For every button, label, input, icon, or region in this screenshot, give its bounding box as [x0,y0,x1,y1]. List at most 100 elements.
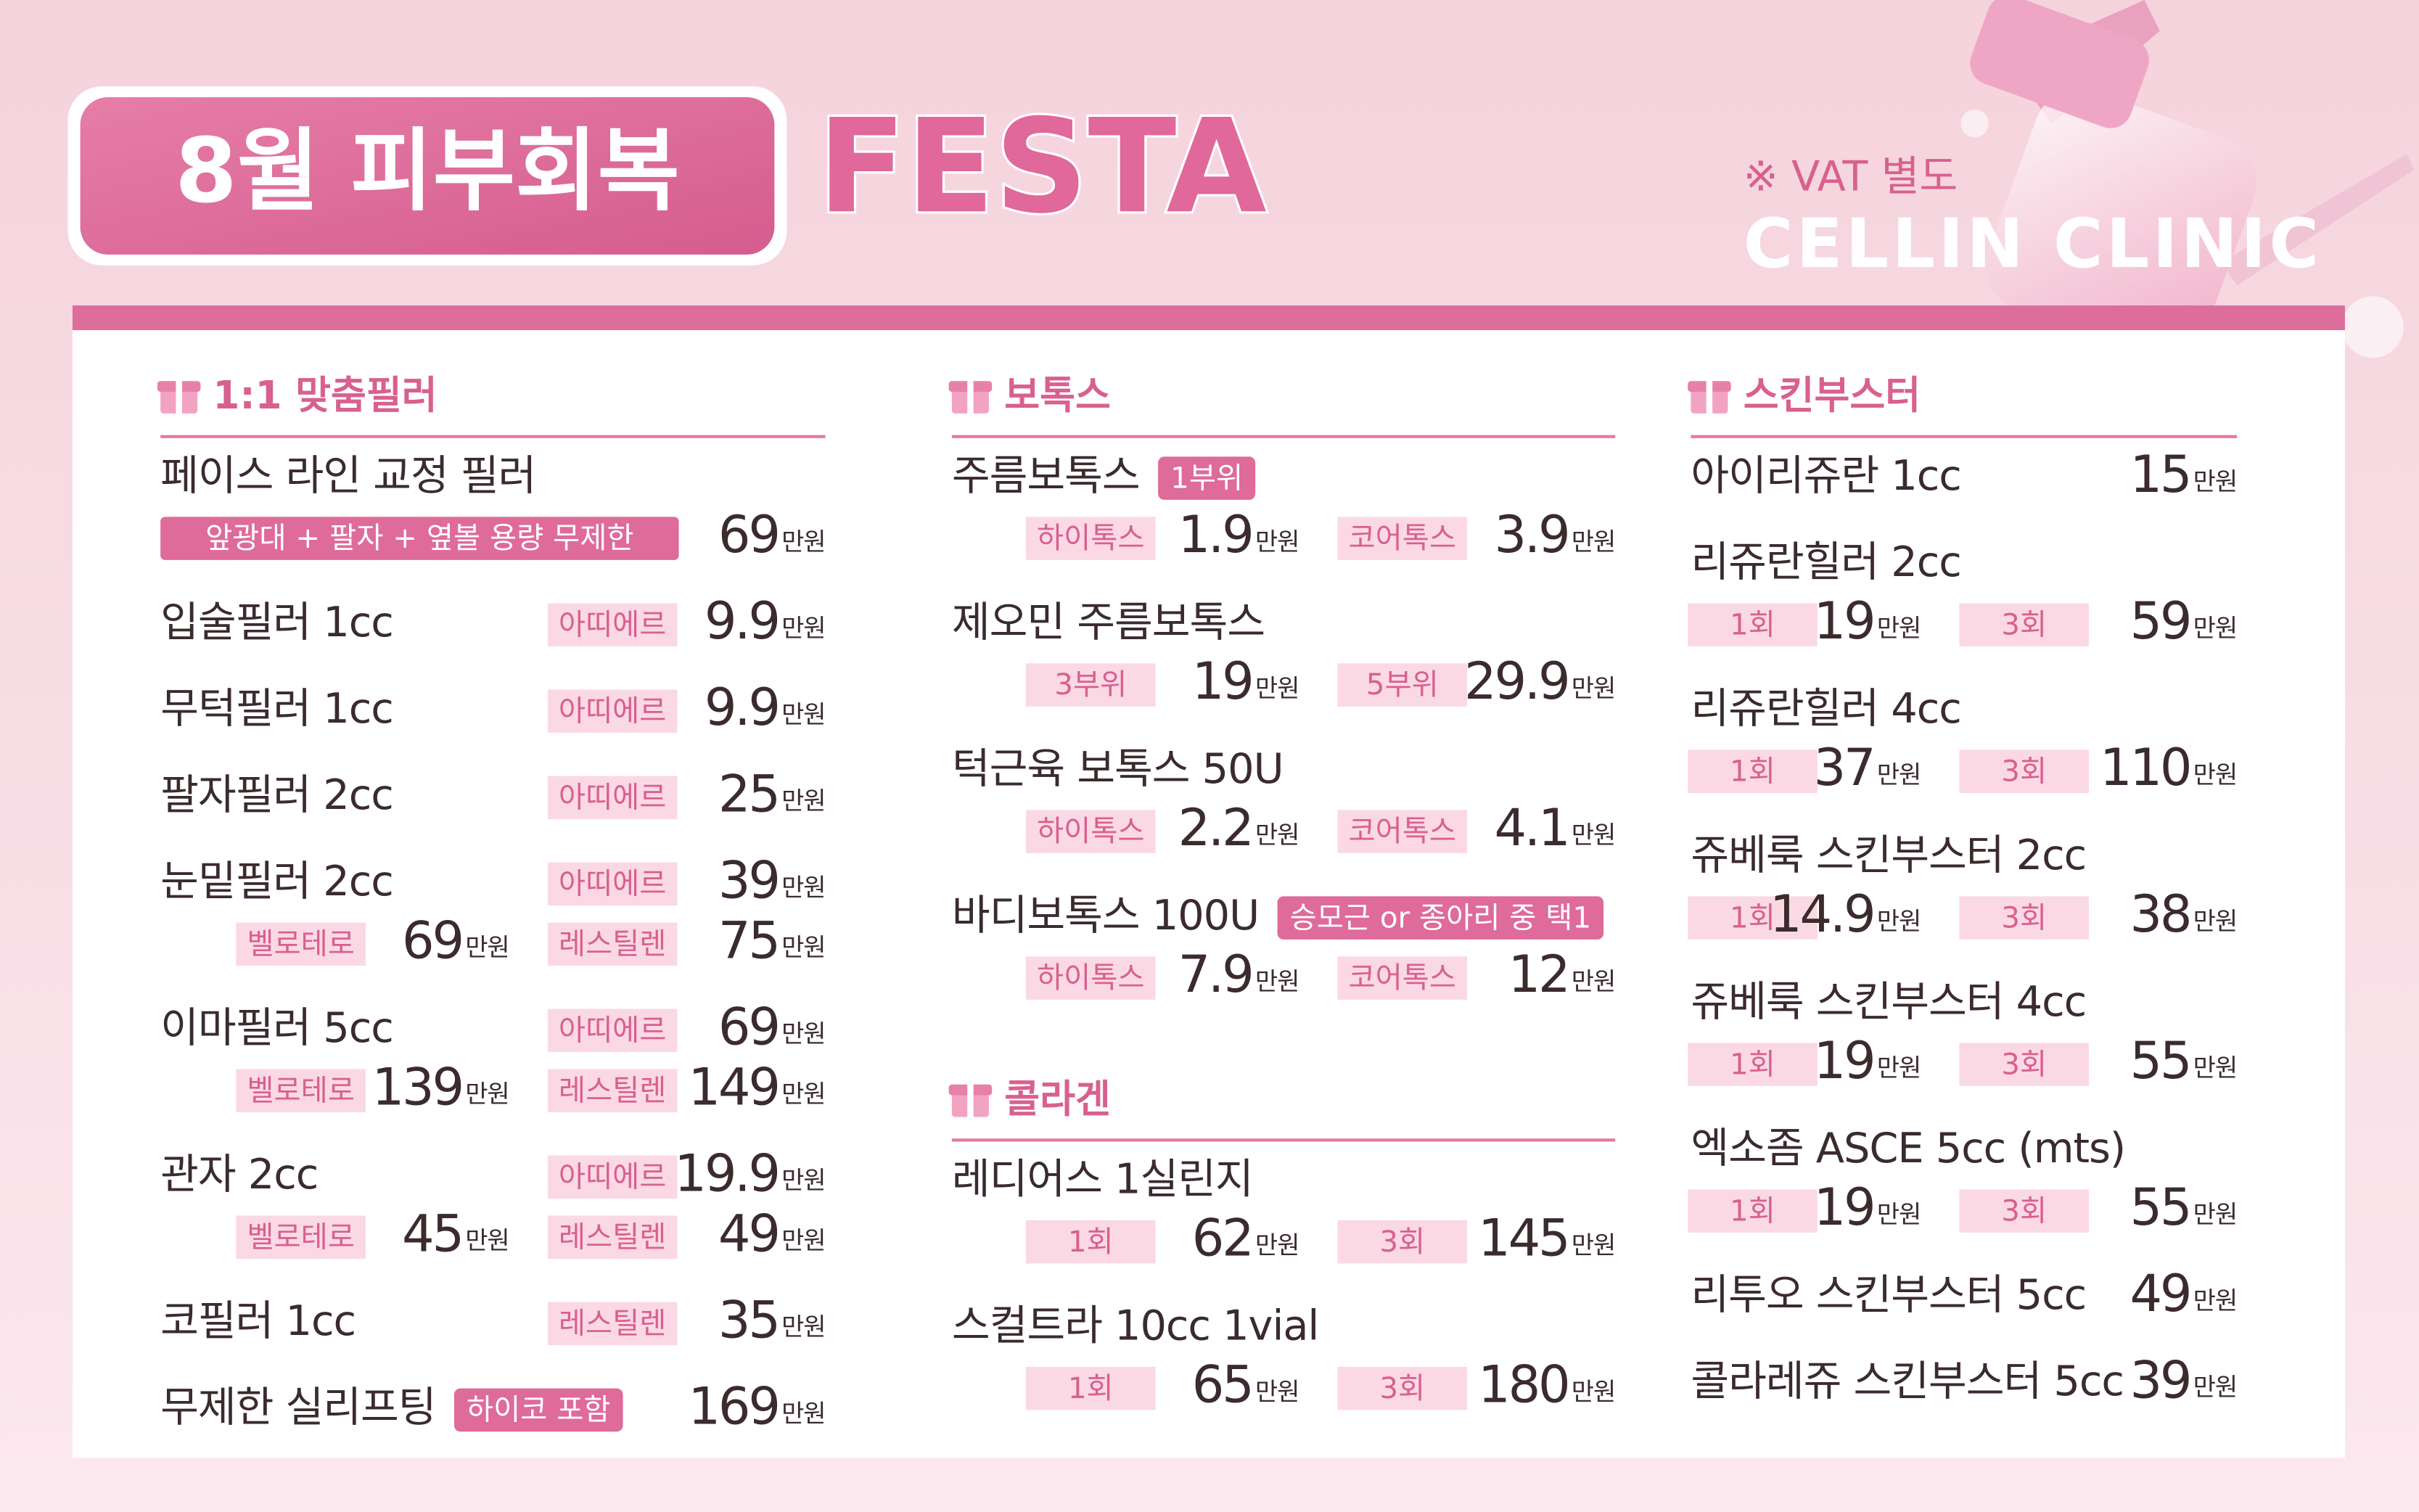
price-unit: 만원 [781,527,825,556]
board-band [72,305,2345,332]
price-unit: 만원 [2193,467,2237,496]
option-tag [1337,810,1468,853]
price-unit: 만원 [1255,1378,1299,1407]
price: 1.9 만원 [1178,505,1299,564]
vial-illustration [1960,0,2415,359]
price-unit: 만원 [1255,527,1299,556]
price: 19 만원 [1192,652,1299,711]
gift-ribbon [967,381,974,414]
option-tag [1959,603,2089,646]
price-unit: 만원 [2193,907,2237,936]
item-name: 쥬베룩 스킨부스터 4cc [1691,977,2086,1026]
price-unit: 만원 [1877,907,1921,936]
price-value: 9.9 [705,591,779,651]
price-value: 25 [718,764,779,823]
price-unit: 만원 [781,1166,825,1195]
price-unit: 만원 [781,1226,825,1255]
price-unit: 만원 [781,933,825,962]
option-label: 1회 [1068,1225,1114,1259]
price-unit: 만원 [781,873,825,902]
price-value: 145 [1478,1209,1568,1268]
option-tag [1337,1366,1468,1410]
price: 19 만원 [1814,591,1921,651]
option-tag [1959,1043,2089,1086]
price-value: 139 [372,1057,462,1117]
price-value: 69 [718,997,779,1056]
price: 4.1 만원 [1494,798,1615,858]
price-value: 37 [1814,738,1874,797]
price-unit: 만원 [1877,760,1921,789]
item-name: 리쥬란힐러 4cc [1691,684,1960,733]
option-tag [1337,663,1468,707]
item-badge [1158,456,1256,500]
brand: CELLIN CLINIC [1744,205,2323,284]
item-badge-text: 하이코 포함 [467,1393,611,1427]
option-label: 레스틸렌 [559,1306,667,1340]
option-tag [1025,956,1156,1000]
price: 169 만원 [688,1376,825,1436]
option-label: 3부위 [1054,667,1127,702]
option-label: 레스틸렌 [559,1220,667,1254]
option-label: 하이톡스 [1037,961,1145,995]
option-tag [1337,1220,1468,1264]
option-tag [236,1215,366,1260]
price-unit: 만원 [1255,967,1299,996]
price: 19 만원 [1814,1178,1921,1237]
item-name: 리쥬란힐러 2cc [1691,538,1960,586]
item-name: 페이스 라인 교정 필러 [160,451,535,500]
section-title: 콜라겐 [1004,1077,1111,1122]
item-badge [453,1388,623,1432]
option-label: 벨로테로 [247,1073,355,1107]
item-name: 무제한 실리프팅 [160,1383,435,1431]
option-label: 3회 [2001,1193,2047,1228]
option-tag [1688,896,1818,940]
price: 49 만원 [718,1204,826,1263]
option-label: 3회 [2001,754,2047,788]
price: 180 만원 [1478,1355,1615,1415]
item-name: 이마필러 5cc [160,1003,393,1052]
gift-ribbon [967,1084,974,1117]
option-tag [1025,517,1156,560]
price-unit: 만원 [1572,674,1615,703]
option-tag [547,1155,678,1199]
price-value: 3.9 [1494,505,1568,564]
item-name: 제오민 주름보톡스 [952,598,1265,646]
option-label: 벨로테로 [247,926,355,961]
title-box-text: 8월 피부회복 [175,120,680,223]
price-unit: 만원 [1572,1378,1615,1407]
price-unit: 만원 [781,1399,825,1428]
option-tag [547,603,678,646]
option-label: 아띠에르 [559,780,667,814]
option-label: 1회 [1730,754,1775,788]
item-name: 콜라레쥬 스킨부스터 5cc [1691,1357,2123,1405]
price: 19 만원 [1814,1031,1921,1090]
option-tag [1337,956,1468,1000]
option-tag [547,776,678,820]
price: 29.9 만원 [1464,652,1615,711]
option-label: 아띠에르 [559,1159,667,1193]
option-label: 코어톡스 [1348,521,1456,555]
price-value: 7.9 [1178,945,1252,1004]
price: 9.9 만원 [705,591,826,651]
price-unit: 만원 [1255,1231,1299,1260]
price-unit: 만원 [465,1226,509,1255]
price: 25 만원 [718,764,826,823]
price-unit: 만원 [781,700,825,729]
price: 37 만원 [1814,738,1921,797]
option-tag [1688,749,1818,793]
price-value: 180 [1478,1355,1568,1415]
price-value: 4.1 [1494,798,1568,858]
price-unit: 만원 [2193,1053,2237,1082]
price-value: 55 [2130,1178,2190,1237]
price-value: 29.9 [1464,652,1568,711]
price: 14.9 만원 [1770,884,1921,944]
option-label: 벨로테로 [247,1220,355,1254]
festa-title: FESTA [818,91,1267,242]
price-unit: 만원 [781,614,825,643]
item-badge-text: 승모근 or 종아리 중 택1 [1290,900,1592,934]
item-badge-text: 1부위 [1170,461,1243,495]
gift-ribbon [1706,381,1713,414]
